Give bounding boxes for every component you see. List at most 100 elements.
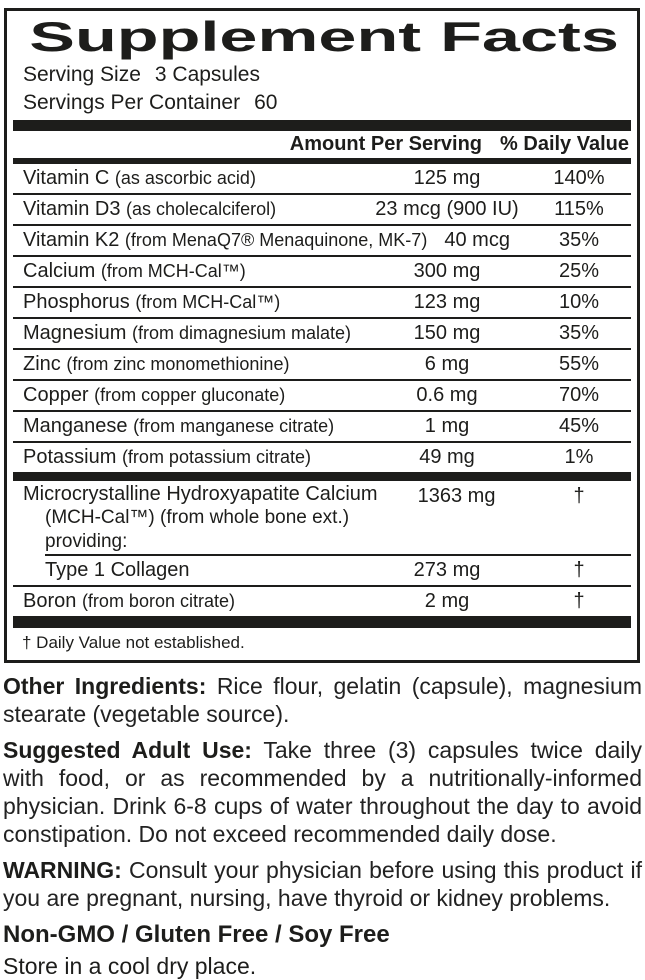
nutrient-name: Boron	[23, 590, 77, 612]
nutrient-detail: (from manganese citrate)	[133, 416, 335, 436]
row-divider-indented	[45, 554, 631, 556]
warning-paragraph: WARNING: Consult your physician before u…	[3, 856, 642, 912]
serving-size-label: Serving Size	[23, 63, 141, 86]
table-row: Calcium (from MCH-Cal™) 300 mg 25%	[13, 257, 631, 286]
table-row: Copper (from copper gluconate) 0.6 mg 70…	[13, 381, 631, 410]
nutrient-amount: 125 mg	[413, 167, 481, 189]
nutrient-daily-value: 10%	[558, 291, 600, 313]
nutrient-name: Microcrystalline Hydroxyapatite Calcium	[23, 483, 378, 505]
column-daily-value: % Daily Value	[500, 133, 629, 155]
table-row: Magnesium (from dimagnesium malate) 150 …	[13, 319, 631, 348]
table-row-type1-collagen: Type 1 Collagen 273 mg †	[13, 556, 631, 585]
table-row: Vitamin D3 (as cholecalciferol) 23 mcg (…	[13, 195, 631, 224]
suggested-use-paragraph: Suggested Adult Use: Take three (3) caps…	[3, 736, 642, 848]
table-column-header: Amount Per Serving % Daily Value	[13, 131, 631, 158]
row-divider	[13, 410, 631, 412]
row-divider	[13, 441, 631, 443]
nutrient-detail: (from copper gluconate)	[94, 385, 286, 405]
nutrient-amount: 6 mg	[424, 353, 470, 375]
warning-label: WARNING:	[3, 857, 122, 883]
nutrient-detail: (as ascorbic acid)	[114, 168, 256, 188]
other-ingredients-paragraph: Other Ingredients: Rice flour, gelatin (…	[3, 672, 642, 728]
nutrient-amount: 49 mg	[419, 446, 475, 468]
nutrient-daily-value: 115%	[554, 198, 604, 220]
table-row: Vitamin C (as ascorbic acid) 125 mg 140%	[13, 164, 631, 193]
nutrient-amount: 40 mcg	[444, 229, 510, 251]
nutrient-name: Manganese	[23, 415, 128, 437]
nutrient-amount: 273 mg	[413, 559, 481, 581]
table-row: Vitamin K2 (from MenaQ7® Menaquinone, MK…	[13, 226, 631, 255]
row-divider	[13, 317, 631, 319]
nutrient-detail: (from potassium citrate)	[121, 447, 311, 467]
daily-value-footnote: † Daily Value not established.	[22, 633, 245, 652]
nutrient-detail: (from MCH-Cal™)	[135, 292, 281, 312]
nutrient-amount: 23 mcg (900 IU)	[375, 198, 519, 220]
table-row-mch-calcium: Microcrystalline Hydroxyapatite Calcium …	[13, 481, 631, 554]
row-divider	[13, 585, 631, 587]
nutrient-name: Vitamin C	[23, 167, 110, 189]
divider-thick-bottom	[13, 616, 631, 628]
nutrient-amount: 300 mg	[413, 260, 481, 282]
suggested-use-label: Suggested Adult Use:	[3, 737, 252, 763]
nutrient-name: Copper	[23, 384, 89, 406]
row-divider	[13, 286, 631, 288]
dagger-symbol: †	[573, 559, 585, 581]
table-row: Zinc (from zinc monomethionine) 6 mg 55%	[13, 350, 631, 379]
claims-line: Non-GMO / Gluten Free / Soy Free	[3, 921, 390, 948]
storage-instructions: Store in a cool dry place.	[3, 953, 257, 979]
nutrient-daily-value: 35%	[558, 229, 600, 251]
table-row-boron: Boron (from boron citrate) 2 mg †	[13, 587, 631, 616]
servings-per-container-line: Servings Per Container 60	[13, 90, 631, 115]
other-ingredients-text: Rice flour, gelatin (capsule), magnesium…	[3, 673, 642, 727]
warning-text: Consult your physician before using this…	[3, 857, 642, 911]
nutrient-detail: (from boron citrate)	[81, 591, 235, 611]
row-divider	[13, 255, 631, 257]
table-row: Manganese (from manganese citrate) 1 mg …	[13, 412, 631, 441]
nutrient-table: Vitamin C (as ascorbic acid) 125 mg 140%…	[13, 164, 631, 472]
nutrient-detail: (as cholecalciferol)	[126, 199, 277, 219]
serving-size-value: 3 Capsules	[154, 63, 260, 86]
nutrient-amount: 2 mg	[424, 590, 470, 612]
supplement-facts-panel: Supplement Facts Serving Size 3 Capsules …	[4, 8, 640, 663]
dagger-symbol: †	[573, 590, 585, 612]
servings-per-container-value: 60	[254, 91, 278, 114]
column-amount-per-serving: Amount Per Serving	[289, 133, 483, 155]
label-info-section: Other Ingredients: Rice flour, gelatin (…	[3, 672, 642, 980]
nutrient-amount: 1363 mg	[417, 485, 496, 507]
nutrient-amount: 123 mg	[413, 291, 481, 313]
nutrient-daily-value: 1%	[564, 446, 594, 468]
nutrient-detail: (from dimagnesium malate)	[131, 323, 352, 343]
divider-under-header	[13, 158, 631, 164]
divider-thick-middle	[13, 472, 631, 481]
row-divider	[13, 193, 631, 195]
nutrient-daily-value: 45%	[558, 415, 600, 437]
nutrient-daily-value: 35%	[558, 322, 600, 344]
nutrient-name: Zinc	[23, 353, 61, 375]
serving-size-line: Serving Size 3 Capsules	[13, 62, 631, 87]
divider-thick-top	[13, 120, 631, 131]
nutrient-name: Vitamin K2	[23, 229, 120, 251]
nutrient-daily-value: 25%	[558, 260, 600, 282]
panel-title: Supplement Facts	[29, 13, 619, 60]
other-ingredients-label: Other Ingredients:	[3, 673, 207, 699]
nutrient-detail: (from zinc monomethionine)	[66, 354, 290, 374]
suggested-use-text: Take three (3) capsules twice daily with…	[3, 737, 642, 847]
table-row: Potassium (from potassium citrate) 49 mg…	[13, 443, 631, 472]
nutrient-name: Phosphorus	[23, 291, 130, 313]
servings-per-container-label: Servings Per Container	[23, 91, 241, 114]
nutrient-name: Calcium	[23, 260, 96, 282]
nutrient-detail: (MCH-Cal™) (from whole bone ext.) provid…	[45, 507, 350, 552]
nutrient-detail: (from MCH-Cal™)	[100, 261, 246, 281]
nutrient-daily-value: 55%	[558, 353, 600, 375]
row-divider	[13, 348, 631, 350]
row-divider	[13, 224, 631, 226]
nutrient-name: Magnesium	[23, 322, 127, 344]
dagger-symbol: †	[573, 485, 585, 507]
row-divider	[13, 379, 631, 381]
nutrient-name: Vitamin D3	[23, 198, 121, 220]
table-row: Phosphorus (from MCH-Cal™) 123 mg 10%	[13, 288, 631, 317]
nutrient-daily-value: 70%	[558, 384, 600, 406]
nutrient-amount: 0.6 mg	[416, 384, 478, 406]
nutrient-detail: (from MenaQ7® Menaquinone, MK-7)	[124, 230, 428, 250]
nutrient-amount: 1 mg	[424, 415, 470, 437]
